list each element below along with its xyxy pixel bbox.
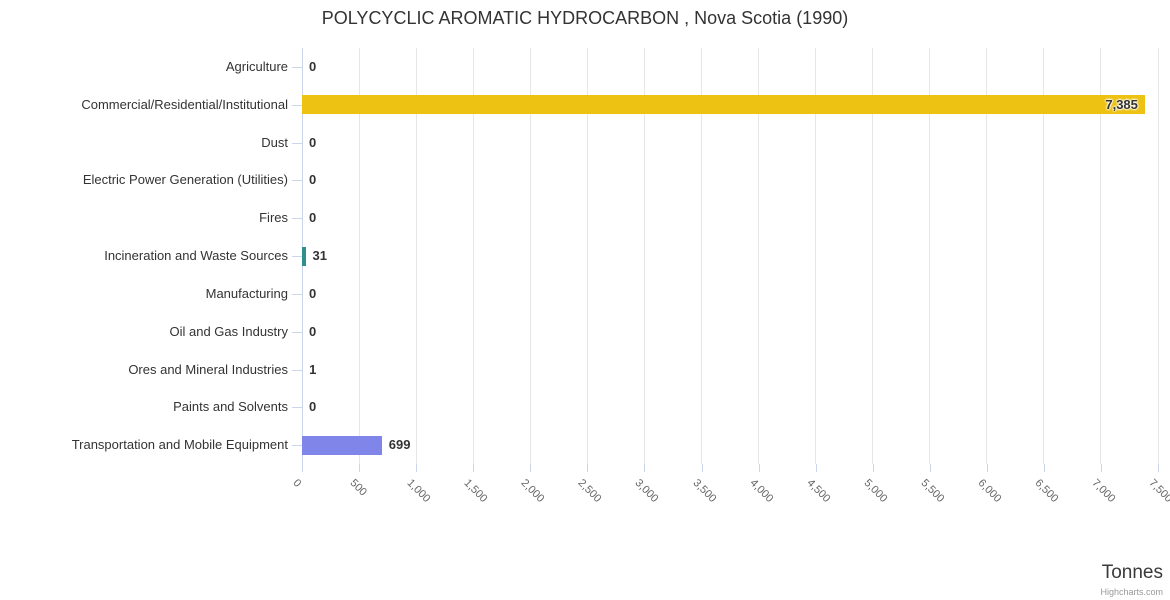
y-axis-tick	[292, 407, 302, 409]
x-axis-tick	[701, 464, 703, 472]
chart-title: POLYCYCLIC AROMATIC HYDROCARBON , Nova S…	[321, 8, 849, 28]
x-axis-label: 4,500	[804, 477, 833, 505]
x-axis-label: 500	[347, 477, 370, 499]
gridline	[815, 48, 817, 464]
x-axis-label: 1,500	[461, 477, 490, 505]
gridline	[358, 48, 360, 464]
x-axis-tick	[416, 464, 418, 472]
bar[interactable]	[302, 435, 382, 455]
x-axis-label: 6,000	[975, 477, 1004, 505]
x-axis-label: 1,000	[404, 477, 433, 505]
category-label: Electric Power Generation (Utilities)	[82, 172, 288, 188]
gridline	[701, 48, 702, 464]
y-axis-tick	[292, 331, 302, 333]
highcharts-credit[interactable]: Highcharts.com	[1100, 587, 1163, 597]
data-label: 0	[309, 285, 317, 301]
gridline	[643, 48, 645, 464]
category-label: Manufacturing	[205, 285, 288, 301]
x-axis-tick	[359, 464, 361, 472]
gridline	[1043, 48, 1045, 464]
y-axis-tick	[292, 180, 302, 182]
data-label: 0	[309, 172, 317, 188]
x-axis-tick	[986, 464, 988, 472]
category-label: Oil and Gas Industry	[169, 323, 289, 339]
y-axis-tick	[292, 142, 302, 144]
data-label: 0	[309, 399, 317, 415]
category-label: Fires	[259, 210, 288, 226]
x-axis-tick	[1043, 464, 1045, 472]
x-axis-tick	[473, 464, 475, 472]
x-axis-label: 3,500	[690, 477, 718, 505]
x-axis-title: Tonnes	[1101, 562, 1163, 583]
category-label: Commercial/Residential/Institutional	[81, 96, 288, 112]
gridline	[415, 48, 417, 464]
data-label: 31	[312, 248, 327, 263]
bar[interactable]	[302, 246, 306, 266]
category-label: Paints and Solvents	[173, 399, 288, 415]
x-axis-label: 4,000	[747, 477, 775, 505]
gridline	[586, 48, 588, 464]
x-axis-label: 2,500	[575, 477, 604, 505]
gridline	[986, 48, 988, 464]
data-label: 0	[309, 134, 317, 150]
category-label: Agriculture	[225, 58, 288, 74]
y-axis-tick	[292, 293, 302, 295]
x-axis-label: 5,000	[861, 477, 890, 505]
gridline	[1100, 48, 1102, 464]
x-axis-label: 5,500	[918, 477, 947, 505]
plot-area	[301, 48, 1159, 464]
data-label: 1	[309, 361, 317, 377]
x-axis-label: 7,000	[1089, 477, 1118, 505]
y-axis-tick	[292, 256, 302, 257]
x-axis-tick	[530, 464, 532, 472]
gridline	[529, 48, 531, 464]
x-axis-tick	[815, 464, 817, 472]
x-axis-tick	[758, 464, 760, 472]
data-label: 0	[309, 323, 317, 339]
category-label: Incineration and Waste Sources	[104, 248, 288, 263]
bar[interactable]	[302, 95, 1145, 115]
x-axis-label: 6,500	[1032, 477, 1061, 505]
x-axis-label: 7,500	[1146, 477, 1170, 505]
gridline	[929, 48, 931, 464]
data-label: 0	[309, 58, 317, 74]
gridline	[872, 48, 874, 464]
x-axis-tick	[302, 464, 303, 472]
data-label: 699	[388, 437, 411, 453]
category-label: Dust	[261, 134, 288, 150]
y-axis-tick	[292, 104, 302, 106]
category-label: Ores and Mineral Industries	[128, 361, 288, 377]
y-axis-tick	[292, 369, 302, 371]
x-axis-tick	[929, 464, 931, 472]
x-axis-tick	[587, 464, 589, 472]
y-axis-tick	[292, 445, 302, 447]
category-label: Transportation and Mobile Equipment	[71, 437, 288, 453]
gridline	[758, 48, 759, 464]
y-axis-tick	[292, 66, 302, 68]
x-axis-tick	[872, 464, 874, 472]
data-label: 0	[309, 210, 317, 226]
x-axis-label: 2,000	[518, 477, 547, 505]
y-axis-tick	[292, 218, 302, 220]
x-axis-tick	[644, 464, 646, 472]
data-label: 7,385	[1105, 96, 1138, 112]
x-axis-label: 0	[290, 477, 304, 490]
gridline	[472, 48, 474, 464]
gridline	[1157, 48, 1159, 464]
x-axis-tick	[1100, 464, 1102, 472]
x-axis-tick	[1158, 464, 1159, 472]
x-axis-label: 3,000	[632, 477, 661, 505]
